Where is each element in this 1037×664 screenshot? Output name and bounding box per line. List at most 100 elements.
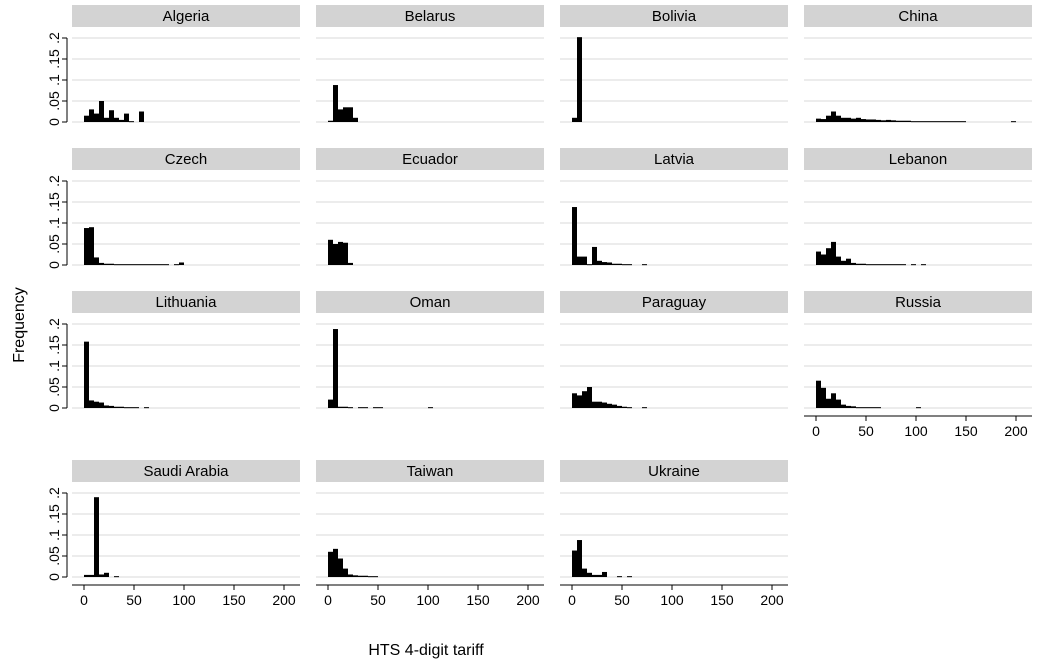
histogram-bar xyxy=(99,402,104,408)
y-tick-label: .2 xyxy=(46,487,62,499)
panel-title: Czech xyxy=(165,151,208,168)
x-tick-label: 200 xyxy=(760,592,784,608)
panel-title: Saudi Arabia xyxy=(143,463,229,480)
histogram-bar xyxy=(577,37,582,122)
histogram-bar xyxy=(831,393,836,408)
histogram-bar xyxy=(328,120,333,122)
histogram-bar xyxy=(89,400,94,408)
histogram-bar xyxy=(89,109,94,122)
y-tick-label: .15 xyxy=(46,192,62,212)
panel-title: Lithuania xyxy=(156,294,218,311)
histogram-bar xyxy=(94,497,99,577)
histogram-bar xyxy=(129,264,134,266)
histogram-bar xyxy=(333,548,338,577)
histogram-bar xyxy=(114,406,119,408)
histogram-bar xyxy=(94,401,99,408)
histogram-bar xyxy=(931,121,936,123)
histogram-bar xyxy=(99,101,104,122)
histogram-bar xyxy=(119,406,124,408)
y-tick-label: .05 xyxy=(46,91,62,111)
histogram-bar xyxy=(114,264,119,266)
histogram-bar xyxy=(328,239,333,265)
panel-ukraine: Ukraine 0 50 100 150 200 xyxy=(560,460,788,608)
histogram-bar xyxy=(851,262,856,265)
histogram-bar xyxy=(582,391,587,408)
histogram-bar xyxy=(577,540,582,577)
histogram-bar xyxy=(876,119,881,122)
histogram-bar xyxy=(856,407,861,409)
panel-lebanon: Lebanon xyxy=(804,148,1032,266)
histogram-bar xyxy=(378,407,383,409)
histogram-bar xyxy=(846,117,851,122)
histogram-bar xyxy=(1011,121,1016,123)
panel-china: China xyxy=(804,5,1032,123)
histogram-bar xyxy=(627,264,632,266)
histogram-bar xyxy=(866,407,871,409)
x-tick-label: 200 xyxy=(516,592,540,608)
histogram-bar xyxy=(826,248,831,265)
histogram-bar xyxy=(861,263,866,265)
histogram-bar xyxy=(338,109,343,122)
histogram-bar xyxy=(572,117,577,122)
panel-strip xyxy=(72,291,300,313)
histogram-bar xyxy=(358,575,363,577)
histogram-bar xyxy=(941,121,946,123)
panel-lithuania: Lithuania 0 .05 .1 .15 .2 xyxy=(46,291,300,412)
histogram-bar xyxy=(627,576,632,578)
y-tick-label: .2 xyxy=(46,175,62,187)
histogram-bar xyxy=(642,264,647,266)
histogram-bar xyxy=(129,407,134,409)
histogram-bar xyxy=(179,262,184,265)
histogram-bar xyxy=(358,407,363,409)
histogram-bar xyxy=(816,251,821,265)
histogram-bar xyxy=(597,401,602,408)
histogram-bar xyxy=(119,264,124,266)
histogram-bar xyxy=(856,263,861,265)
histogram-bar xyxy=(338,406,343,408)
panel-title: Paraguay xyxy=(642,294,707,311)
histogram-bar xyxy=(846,405,851,408)
panel-strip xyxy=(560,148,788,170)
histogram-bar xyxy=(104,405,109,408)
histogram-bar xyxy=(353,117,358,122)
histogram-bar xyxy=(871,407,876,409)
y-tick-label: .2 xyxy=(46,32,62,44)
histogram-bar xyxy=(886,119,891,122)
panel-strip xyxy=(560,5,788,27)
histogram-bar xyxy=(826,115,831,122)
y-tick-label: .15 xyxy=(46,335,62,355)
histogram-bar xyxy=(572,393,577,408)
histogram-bar xyxy=(642,407,647,409)
x-tick-label: 50 xyxy=(614,592,630,608)
histogram-bar xyxy=(836,256,841,265)
histogram-bar xyxy=(124,264,129,266)
x-tick-label: 50 xyxy=(126,592,142,608)
histogram-bar xyxy=(348,262,353,265)
panel-strip xyxy=(316,5,544,27)
histogram-bar xyxy=(916,121,921,123)
histogram-bar xyxy=(866,119,871,122)
histogram-bar xyxy=(164,264,169,266)
histogram-bar xyxy=(99,574,104,577)
panel-strip xyxy=(804,291,1032,313)
histogram-bar xyxy=(99,262,104,265)
histogram-bar xyxy=(348,407,353,409)
y-tick-label: .15 xyxy=(46,504,62,524)
histogram-bar xyxy=(886,264,891,266)
histogram-bar xyxy=(851,118,856,122)
histogram-bar xyxy=(956,121,961,123)
histogram-bar xyxy=(109,110,114,122)
histogram-bar xyxy=(353,575,358,577)
histogram-bar xyxy=(841,117,846,122)
histogram-bar xyxy=(622,264,627,266)
histogram-bar xyxy=(572,550,577,577)
panel-title: Oman xyxy=(410,294,451,311)
histogram-bar xyxy=(916,407,921,409)
histogram-bar xyxy=(602,571,607,577)
histogram-bar xyxy=(612,404,617,408)
panel-title: Latvia xyxy=(654,151,695,168)
histogram-bar xyxy=(89,227,94,265)
histogram-bar xyxy=(871,264,876,266)
panel-title: Taiwan xyxy=(407,463,454,480)
